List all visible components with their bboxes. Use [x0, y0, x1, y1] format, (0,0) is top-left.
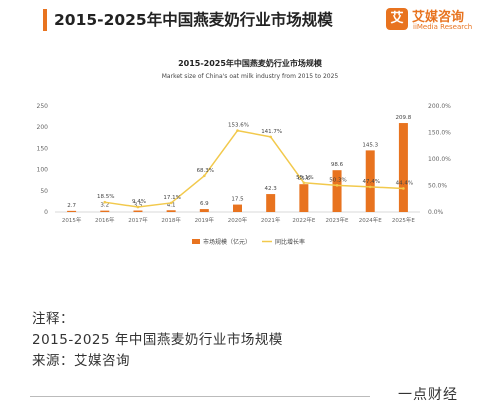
growth-point	[269, 135, 272, 139]
bar-value-label: 209.8	[396, 115, 412, 121]
growth-point	[203, 174, 206, 178]
x-tick-label: 2015年	[62, 216, 82, 224]
growth-point	[136, 205, 140, 209]
bar	[299, 184, 309, 212]
x-tick-label: 2016年	[95, 216, 115, 224]
growth-value-label: 50.3%	[329, 177, 346, 183]
x-tick-label: 2022年E	[292, 216, 315, 224]
x-tick-label: 2020年	[228, 216, 248, 224]
logo-name: 艾媒咨询	[412, 10, 465, 25]
x-tick-label: 2023年E	[326, 216, 349, 224]
chart: 2015-2025年中国燕麦奶行业市场规模 Market size of Chin…	[37, 58, 452, 246]
bar	[67, 210, 77, 212]
y-tick-label: 50	[40, 188, 48, 195]
growth-point	[402, 187, 405, 190]
notes-label: 注释：	[32, 311, 74, 327]
bar-value-label: 145.3	[362, 142, 378, 148]
chart-title: 2015-2025年中国燕麦奶行业市场规模	[178, 58, 323, 68]
bar	[199, 209, 209, 212]
x-tick-label: 2021年	[261, 216, 281, 224]
bar	[233, 204, 242, 212]
growth-value-label: 47.4%	[362, 179, 379, 185]
page-title: 2015-2025年中国燕麦奶行业市场规模	[54, 11, 333, 29]
growth-point	[236, 129, 239, 132]
footer-brand: 一点财经	[398, 387, 458, 403]
y2-tick-label: 150.0%	[428, 130, 451, 137]
growth-value-label: 17.1%	[163, 195, 180, 201]
logo-mark-icon: 艾	[386, 8, 408, 30]
y2-tick-label: 200.0%	[428, 103, 451, 110]
x-tick-label: 2025年E	[392, 216, 415, 224]
growth-point	[368, 185, 372, 189]
x-tick-label: 2024年E	[359, 216, 382, 224]
legend-bar-swatch	[192, 239, 200, 244]
chart-subtitle: Market size of China's oat milk industry…	[162, 73, 339, 80]
bar-value-label: 17.5	[231, 197, 244, 203]
bar	[332, 170, 342, 212]
y2-tick-label: 50.0%	[428, 183, 447, 190]
growth-line	[104, 129, 404, 208]
bar	[398, 123, 408, 212]
source-text: 来源：艾媒咨询	[32, 353, 130, 369]
y-tick-label: 100	[37, 167, 49, 174]
growth-value-label: 141.7%	[261, 129, 282, 135]
growth-point	[302, 181, 306, 185]
logo-subtitle: iiMedia Research	[413, 23, 473, 31]
bar	[100, 210, 110, 212]
growth-point	[169, 201, 173, 205]
y2-tick-label: 100.0%	[428, 156, 451, 163]
growth-value-label: 9.4%	[132, 199, 146, 205]
growth-value-label: 68.3%	[197, 168, 214, 174]
growth-value-label: 44.4%	[396, 180, 413, 186]
growth-value-label: 18.5%	[97, 194, 114, 200]
legend-bar-label: 市场规模（亿元）	[203, 238, 251, 246]
x-tick-label: 2019年	[195, 216, 215, 224]
bar-value-label: 4.1	[167, 202, 176, 208]
notes: 注释： 2015-2025 年中国燕麦奶行业市场规模 来源：艾媒咨询	[32, 309, 283, 372]
title-accent-bar	[43, 9, 47, 31]
y2-tick-label: 0.0%	[428, 209, 444, 216]
x-tick-label: 2017年	[128, 216, 148, 224]
bar-value-label: 2.7	[67, 203, 76, 209]
y-tick-label: 150	[37, 145, 49, 152]
bar	[166, 210, 176, 212]
growth-value-label: 153.6%	[228, 123, 249, 129]
footer-divider	[30, 396, 370, 397]
bar	[133, 210, 143, 212]
notes-text: 2015-2025 年中国燕麦奶行业市场规模	[32, 332, 283, 348]
growth-value-label: 55.1%	[296, 175, 313, 181]
y-tick-label: 0	[44, 209, 48, 216]
brand-logo: 艾 艾媒咨询 iiMedia Research	[386, 6, 486, 36]
header: 2015-2025年中国燕麦奶行业市场规模 艾 艾媒咨询 iiMedia Res…	[0, 0, 500, 40]
x-tick-label: 2018年	[161, 216, 181, 224]
bar	[266, 194, 276, 212]
growth-point	[103, 200, 107, 204]
y-tick-label: 200	[37, 124, 49, 131]
bar	[365, 150, 375, 212]
bar-value-label: 3.5	[134, 203, 143, 209]
bar-value-label: 6.9	[200, 201, 209, 207]
legend-line-label: 同比增长率	[275, 238, 305, 246]
bar-value-label: 42.3	[265, 186, 278, 192]
bar-value-label: 98.6	[331, 162, 344, 168]
bar-value-label: 3.2	[100, 203, 109, 209]
growth-point	[335, 184, 339, 187]
bar-value-label: 65.6	[298, 176, 311, 182]
y-tick-label: 250	[37, 103, 49, 110]
